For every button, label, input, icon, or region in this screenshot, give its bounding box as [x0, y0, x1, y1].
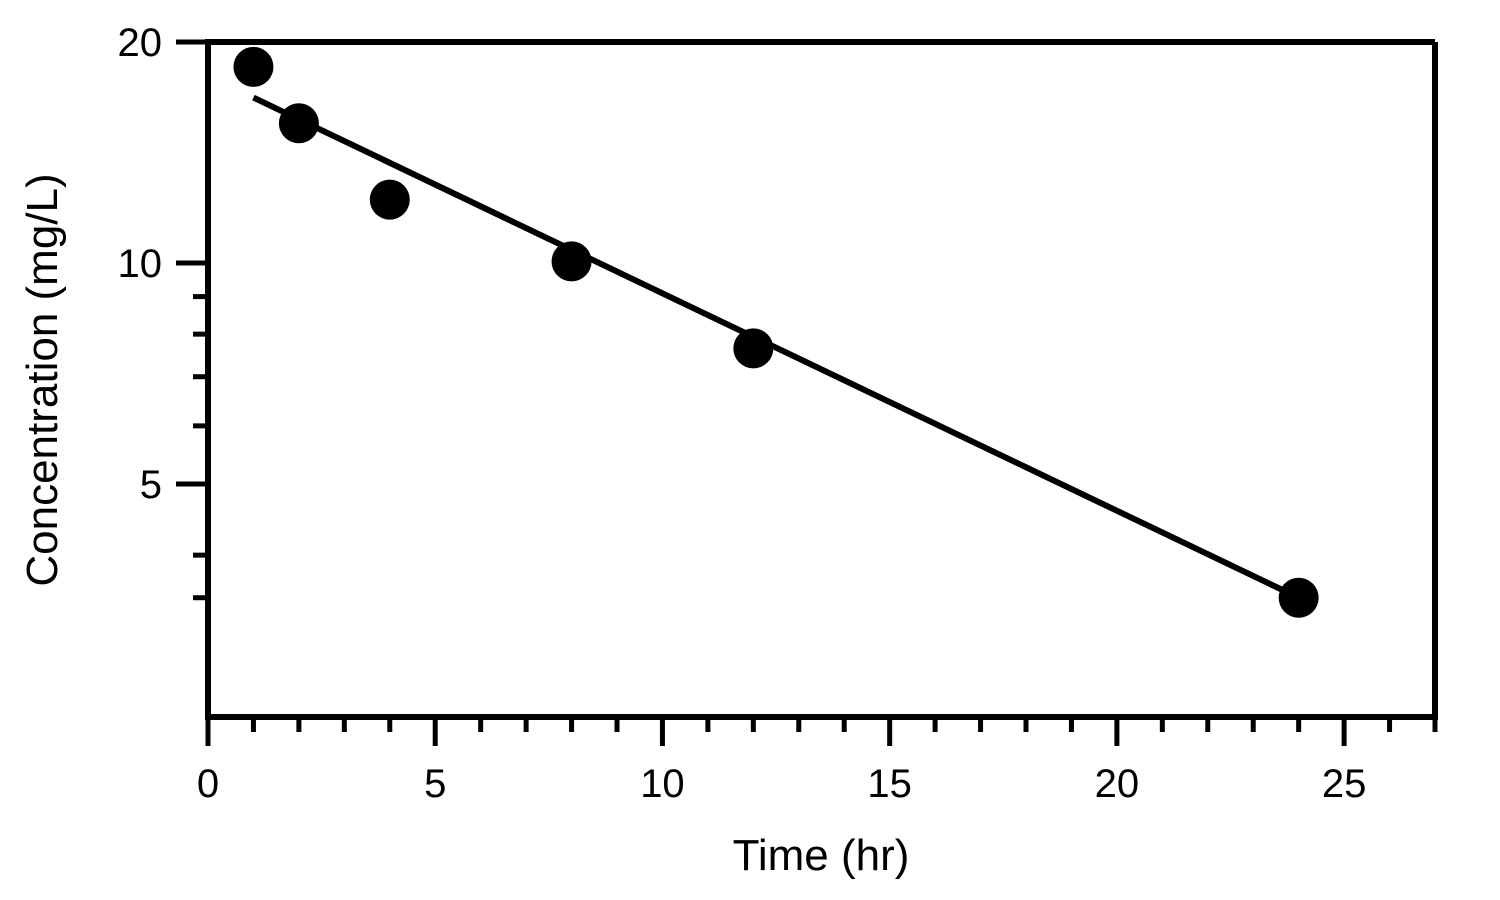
- data-point: [369, 179, 410, 220]
- data-point: [278, 103, 319, 144]
- x-tick-label: 10: [640, 762, 685, 806]
- axes: 0 5 10 15 20 25 5 10 20: [118, 21, 1438, 806]
- x-tick-label: 20: [1095, 762, 1140, 806]
- data-point: [551, 241, 592, 282]
- y-tick-label: 20: [118, 21, 163, 65]
- plot-area: [233, 46, 1319, 618]
- x-tick-label: 5: [424, 762, 446, 806]
- y-tick-label: 5: [140, 463, 162, 507]
- x-tick-label: 25: [1322, 762, 1367, 806]
- data-point: [1278, 577, 1319, 618]
- x-tick-label: 0: [197, 762, 219, 806]
- x-tick-label: 15: [867, 762, 912, 806]
- y-tick-label: 10: [118, 242, 163, 286]
- data-point: [733, 328, 774, 369]
- x-axis-title: Time (hr): [733, 831, 910, 880]
- data-point: [233, 46, 274, 87]
- y-axis-title: Concentration (mg/L): [18, 173, 67, 586]
- fit-line: [252, 94, 1300, 601]
